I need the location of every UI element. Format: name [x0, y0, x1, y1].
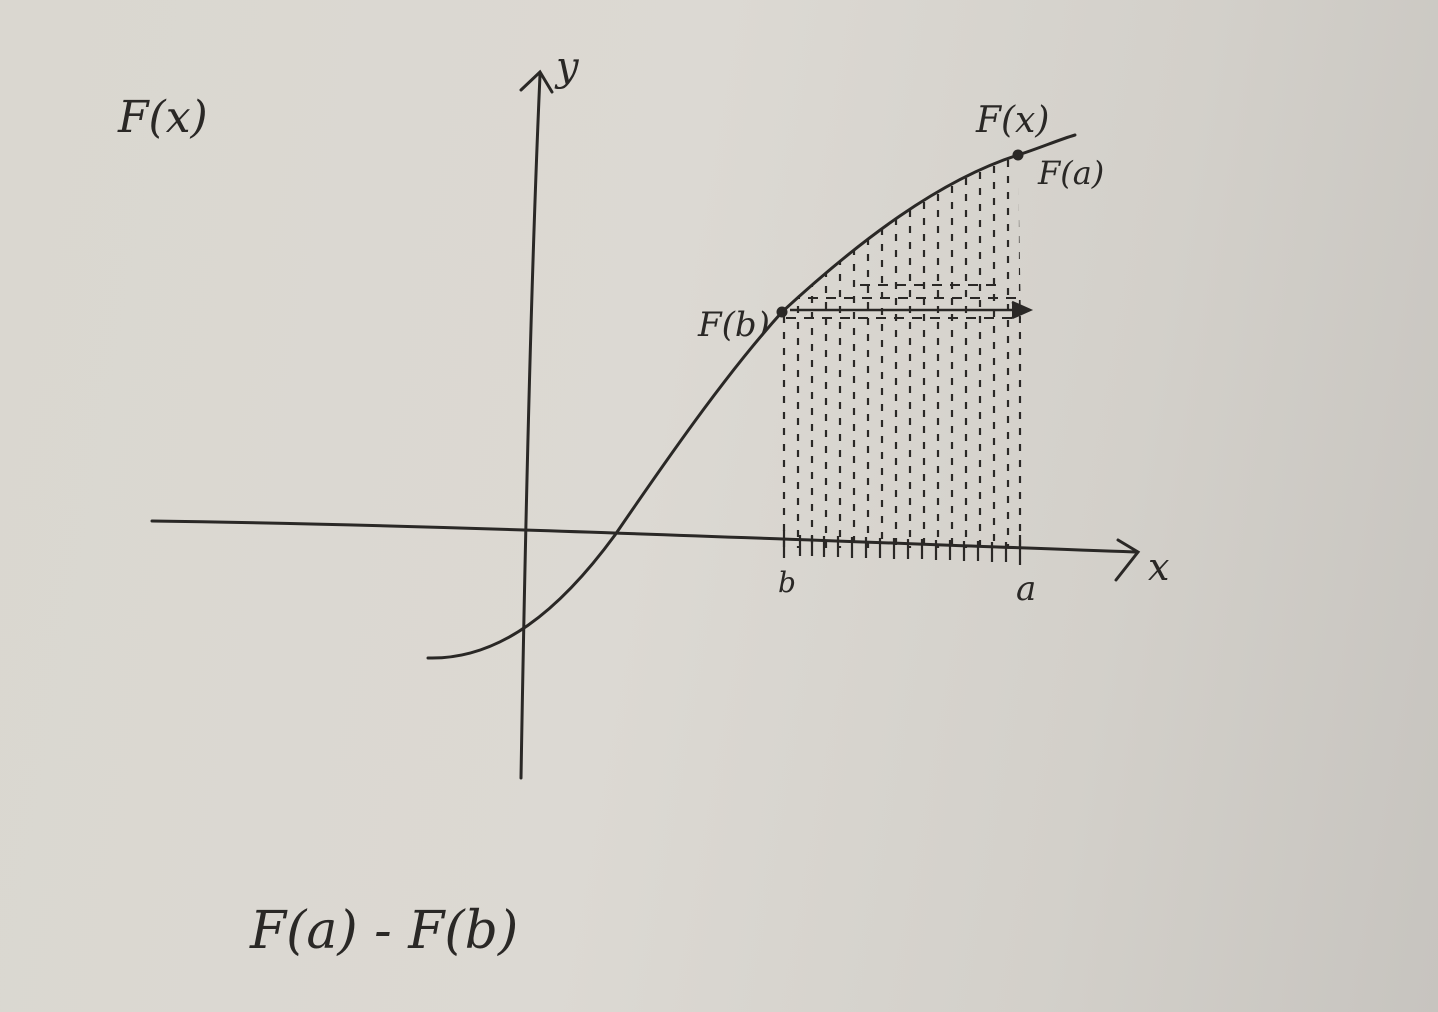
point-fa-label: F(a)	[1037, 154, 1104, 192]
corner-title: F(x)	[117, 92, 208, 143]
shaded-area-cross-strokes	[786, 284, 1025, 319]
y-axis-label: y	[554, 44, 580, 90]
point-fb-label: F(b)	[697, 305, 770, 345]
point-fb	[776, 306, 788, 318]
tick-b-label: b	[778, 566, 796, 599]
tick-a-label: a	[1016, 569, 1036, 609]
level-arrow	[790, 300, 1034, 320]
point-fa	[1012, 149, 1024, 161]
x-axis-label: x	[1148, 545, 1169, 589]
curve-label: F(x)	[975, 100, 1049, 141]
y-axis	[519, 69, 554, 780]
x-axis-ticks	[782, 530, 1022, 565]
x-axis	[150, 519, 1141, 582]
difference-expression: F(a) - F(b)	[249, 901, 518, 961]
